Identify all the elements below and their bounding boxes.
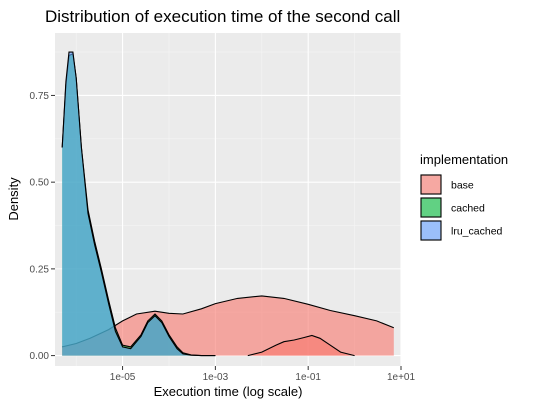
series-line-lru-cached (61, 51, 216, 357)
legend-title: implementation (420, 152, 508, 167)
legend-label: cached (451, 203, 485, 215)
legend-swatch (420, 220, 442, 241)
chart-title: Distribution of execution time of the se… (45, 7, 400, 26)
x-axis-title: Execution time (log scale) (154, 384, 303, 399)
x-tick-label: 1e+01 (387, 372, 416, 383)
legend-label: lru_cached (451, 226, 503, 238)
y-axis: 0.00 0.25 0.50 0.75 (30, 91, 55, 362)
series-area-base-lower-mode (247, 335, 355, 356)
legend: implementation base cached lru_cached (420, 152, 508, 241)
x-tick-label: 1e-05 (110, 372, 136, 383)
legend-swatch (420, 174, 442, 195)
y-tick-label: 0.75 (30, 91, 50, 102)
x-axis: 1e-05 1e-03 1e-01 1e+01 (110, 366, 416, 383)
y-tick-label: 0.00 (30, 351, 50, 362)
y-tick-label: 0.25 (30, 264, 50, 275)
series-line-base-lower-mode (247, 334, 355, 357)
legend-label: base (451, 180, 474, 192)
series-area-lru-cached (62, 52, 216, 356)
legend-swatch (420, 197, 442, 218)
y-tick-label: 0.50 (30, 178, 50, 189)
x-tick-label: 1e-03 (203, 372, 229, 383)
y-axis-title: Density (6, 177, 21, 221)
x-tick-label: 1e-01 (295, 372, 321, 383)
series-layer (61, 51, 395, 357)
